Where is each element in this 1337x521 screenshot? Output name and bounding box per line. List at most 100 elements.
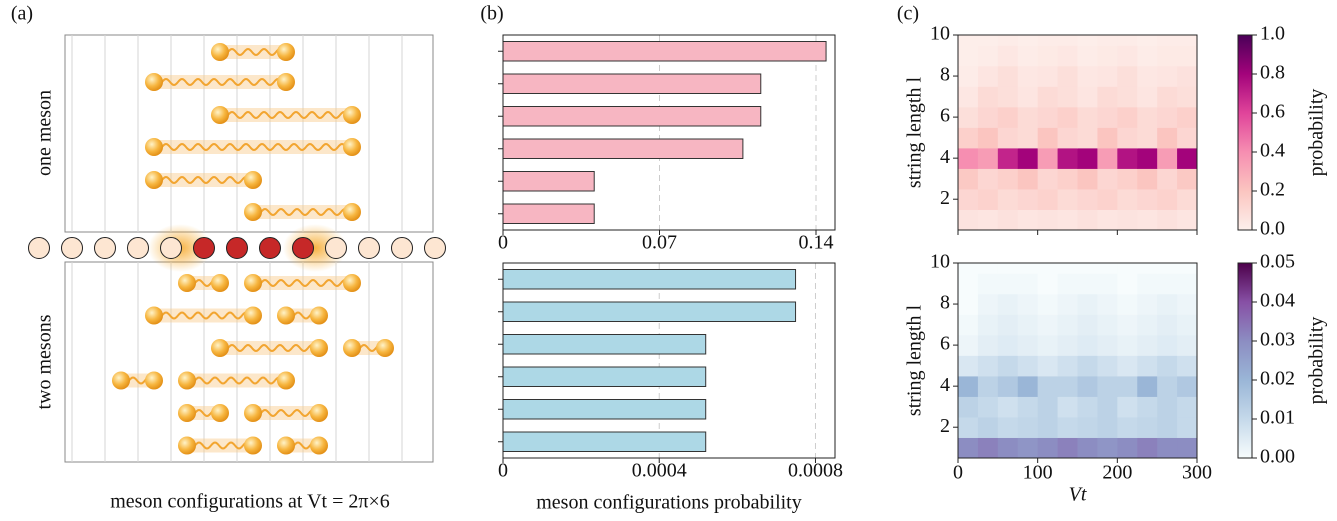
heatmap-cell [997,416,1019,438]
x-tick-label: 300 [1182,462,1212,484]
heatmap-cell [1117,147,1138,169]
heatmap-cell [958,65,979,87]
bar [502,399,707,420]
heatmap-cell [1137,147,1158,169]
heatmap-cell [1017,127,1039,149]
heatmap-cell [1137,416,1158,438]
panel-label: (b) [480,3,503,25]
quark [244,404,262,422]
heatmap-cell [977,334,999,356]
bar [502,41,827,62]
heatmap-cell [1097,437,1118,458]
quark [145,138,163,156]
heatmap-cell [997,35,1019,46]
heatmap-cell [1057,147,1078,169]
colorbar-tick-label: 0.4 [1260,140,1285,162]
heatmap-cell [997,355,1019,377]
heatmap-cell [958,293,979,315]
heatmap-cell [997,188,1019,210]
heatmap-cell [1137,188,1158,210]
heatmap-cell [1117,396,1138,418]
heatmap-cell [1077,147,1098,169]
heatmap-cell [1097,147,1118,169]
heatmap-cell [1157,168,1178,190]
heatmap-cell [1037,209,1059,230]
heatmap-cell [977,375,999,397]
heatmap-cell [1097,355,1118,377]
heatmap-cell [1117,273,1138,295]
site [160,237,182,259]
heatmap-cell [1157,355,1178,377]
y-tick-label: 4 [940,146,950,168]
heatmap-cell [1177,263,1197,274]
heatmap-cell [1177,396,1197,418]
heatmap-cell [1057,396,1078,418]
diagram-frame [64,261,434,463]
quark [178,371,196,390]
heatmap-cell [1117,188,1138,210]
heatmap-cell [1137,106,1158,128]
quark [145,171,163,189]
colorbar [1237,262,1253,459]
y-tick-label: 2 [940,187,950,209]
heatmap-cell [1017,35,1039,46]
heatmap-cell [1017,45,1039,67]
heatmap-cell [1077,293,1098,315]
heatmap-cell [977,45,999,67]
heatmap-cell [1137,127,1158,149]
quark [277,73,295,91]
heatmap-cell [1137,86,1158,108]
heatmap-cell [977,437,999,458]
heatmap-cell [1097,35,1118,46]
heatmap-cell [1037,416,1059,438]
heatmap-cell [1137,334,1158,356]
heatmap-cell [1037,334,1059,356]
string [219,343,320,353]
heatmap-cell [1017,437,1039,458]
heatmap-cell [1057,106,1078,128]
string-band [253,276,352,290]
heatmap-cell [958,86,979,108]
heatmap-cell [958,334,979,356]
heatmap-cell [1117,106,1138,128]
site [28,237,50,259]
y-tick-label: 2 [940,415,950,437]
heatmap-cell [1157,188,1178,210]
heatmap-cell [958,106,979,128]
heatmap-cell [1177,209,1197,230]
panel-label: (a) [11,3,33,25]
string [186,441,254,450]
heatmap-cell [977,168,999,190]
quark [112,371,130,390]
heatmap-cell [1117,35,1138,46]
heatmap-cell [1177,416,1197,438]
quark [244,203,262,221]
heatmap-cell [977,355,999,377]
heatmap-cell [1177,293,1197,315]
colorbar-tick-label: 0.8 [1260,62,1285,84]
heatmap-cell [1037,168,1059,190]
heatmap-cell [1077,86,1098,108]
heatmap-cell [1037,127,1059,149]
y-axis-label: string length l [904,77,926,189]
heatmap-cell [1097,209,1118,230]
heatmap-cell [1117,45,1138,67]
heatmap-cell [1097,65,1118,87]
heatmap-cell [1177,188,1197,210]
heatmap-cell [1157,106,1178,128]
string [153,77,287,87]
heatmap-cell [1057,314,1078,336]
heatmap-cell [1177,127,1197,149]
group-label: one meson [34,90,56,176]
heatmap-cell [997,437,1019,458]
quark [343,203,361,221]
quark [310,436,328,455]
quark [376,339,394,357]
quark [277,306,295,325]
heatmap-cell [1057,263,1078,274]
heatmap-cell [1157,147,1178,169]
heatmap-cell [1097,127,1118,149]
heatmap-cell [1077,375,1098,397]
y-tick-label: 8 [940,292,950,314]
